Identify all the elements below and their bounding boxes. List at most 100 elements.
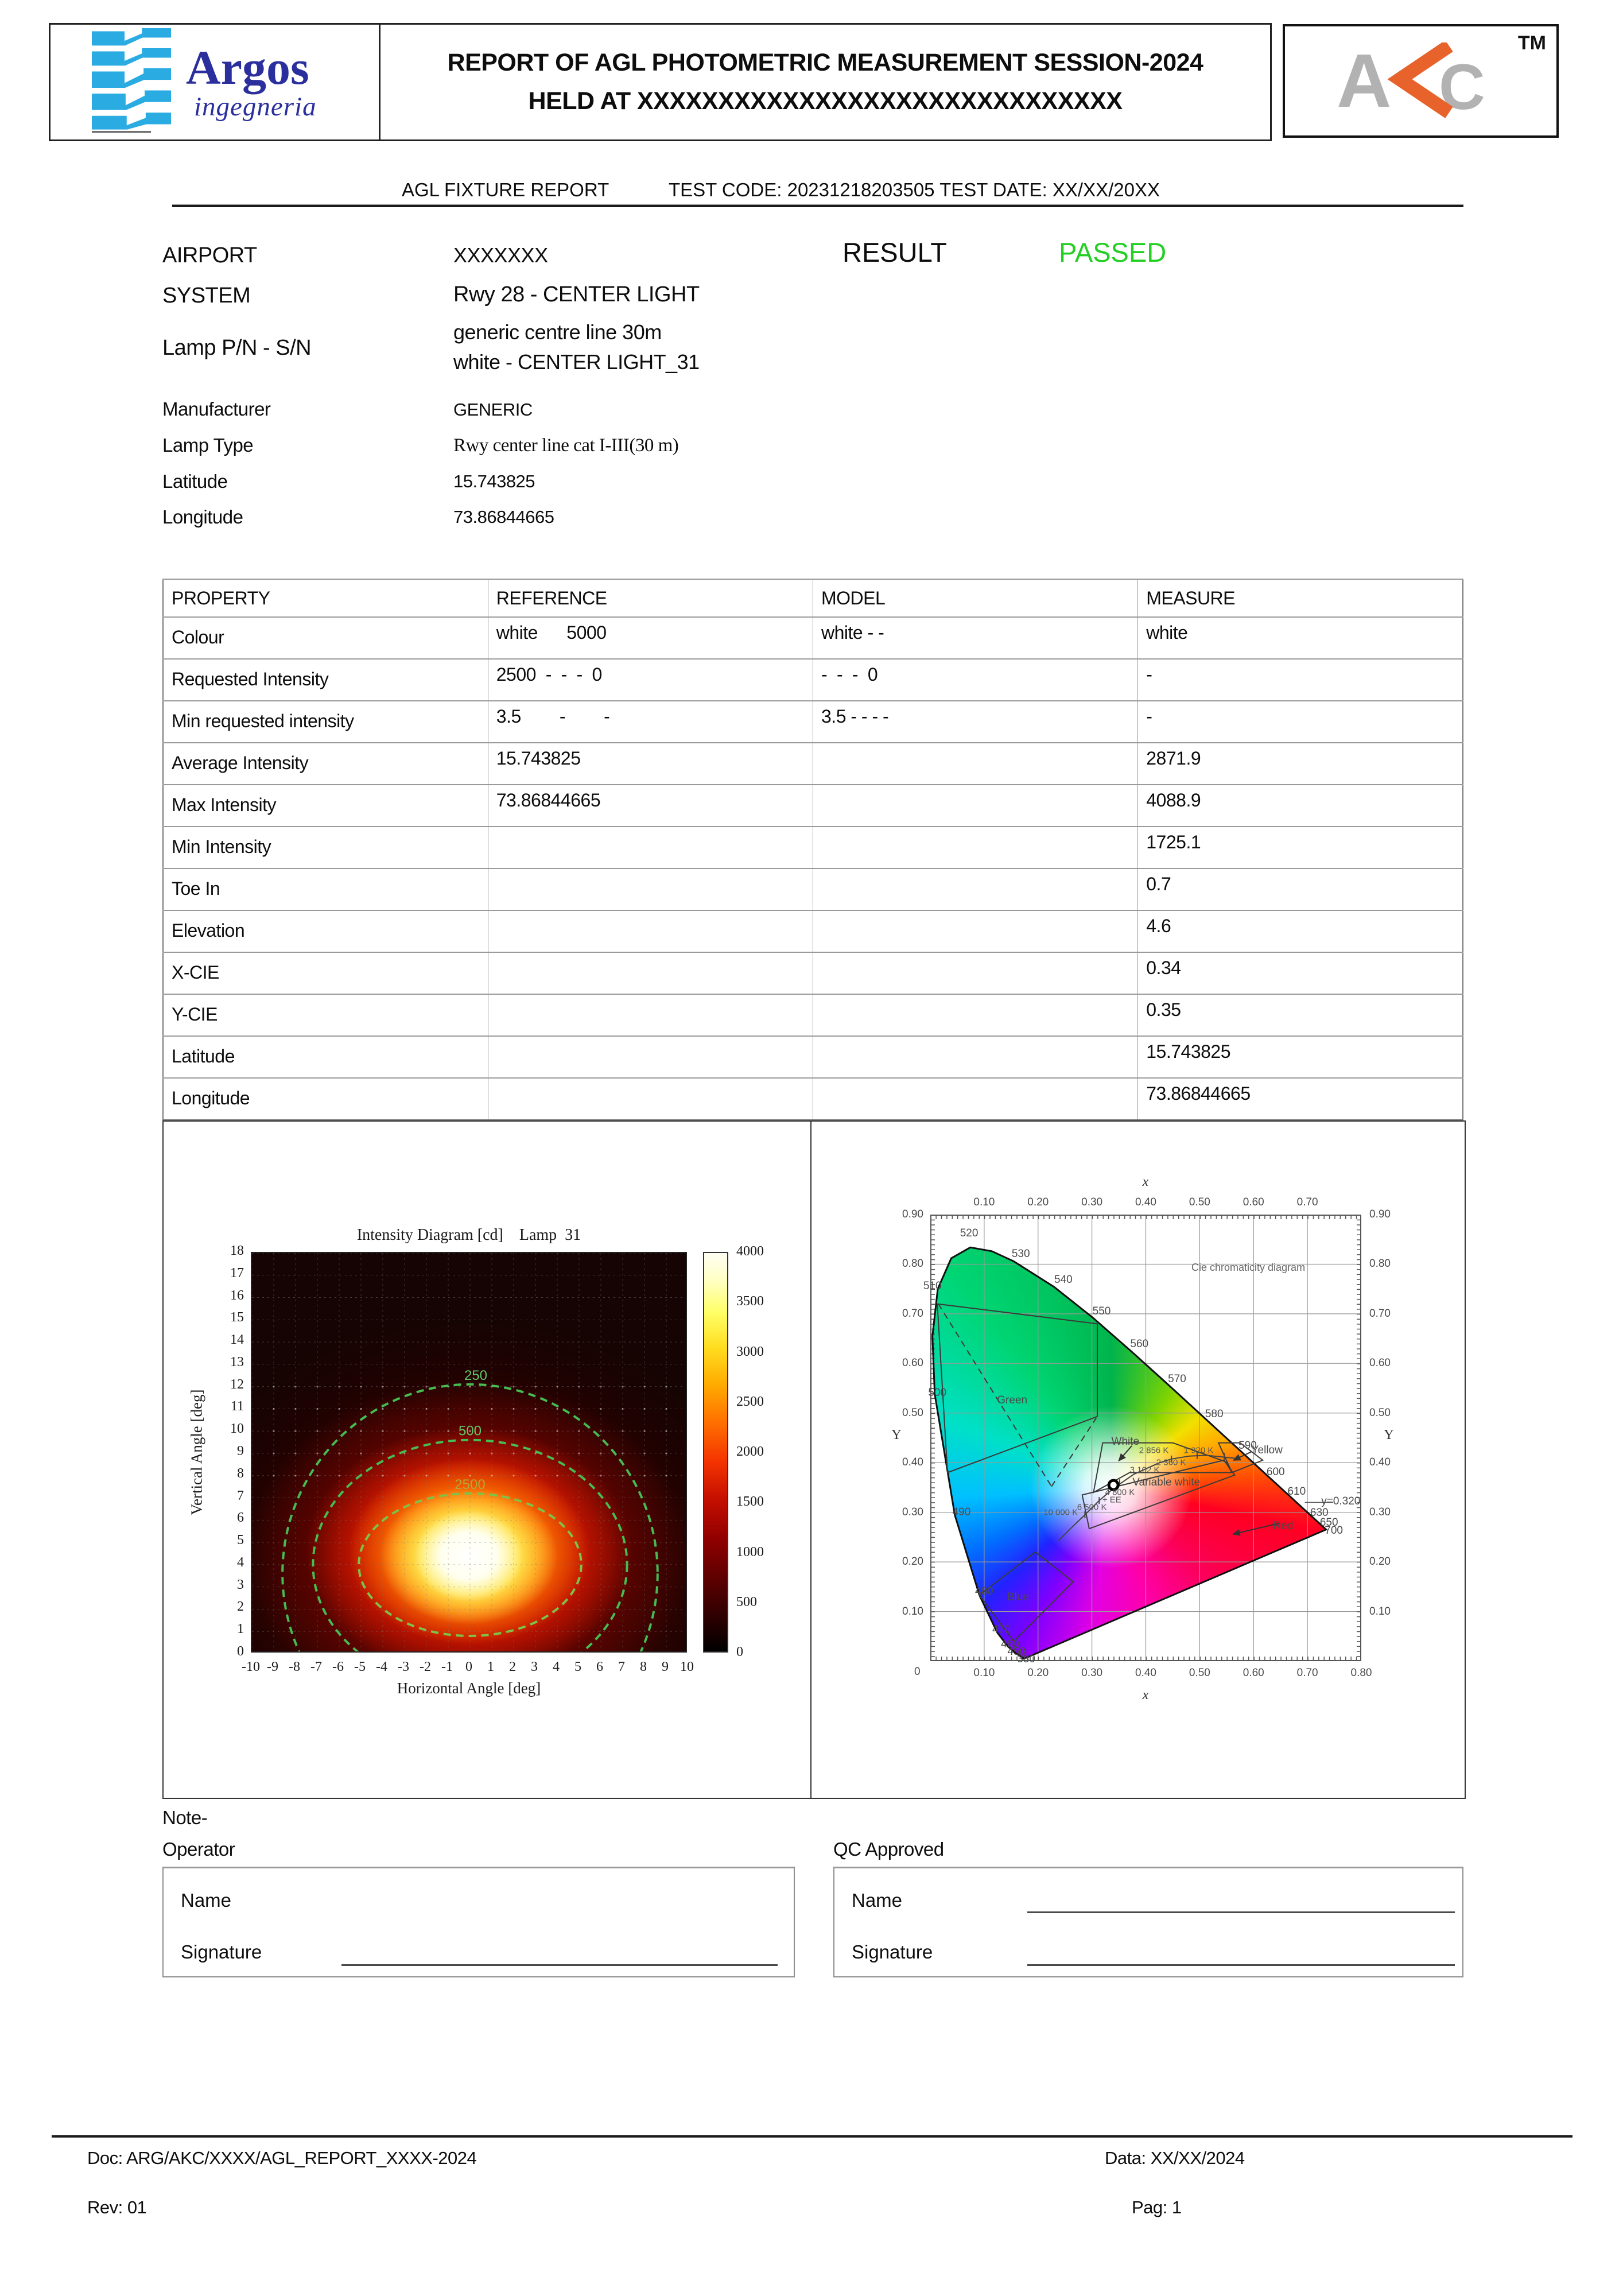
x-tick-label: -6 (332, 1659, 344, 1674)
table-row: Max Intensity 73.86844665 4088.9 (162, 784, 1463, 827)
x-tick-label: -8 (289, 1659, 300, 1674)
lamp-pn-label: Lamp P/N - S/N (162, 336, 312, 360)
system-value: Rwy 28 - CENTER LIGHT (453, 282, 700, 307)
table-cell-value (487, 1077, 813, 1120)
report-title-line2: HELD AT XXXXXXXXXXXXXXXXXXXXXXXXXXXXXX (528, 87, 1123, 115)
svg-text:2500: 2500 (455, 1477, 485, 1492)
x-tick-label: 8 (640, 1659, 647, 1674)
table-row: Toe In 0.7 (162, 868, 1463, 910)
table-cell-value: 3.5 - - (487, 700, 813, 743)
x-tick-label: 6 (596, 1659, 603, 1674)
y-tick-label: 2 (237, 1599, 244, 1615)
table-cell-value: white (1137, 616, 1463, 659)
temp-label: 3 102 K (1129, 1465, 1160, 1475)
table-cell-label: Colour (162, 616, 488, 659)
table-cell-value: white - - (812, 616, 1138, 659)
property-table-body: Colour white 5000 white - - white Requested … (162, 616, 1463, 1120)
y-tick-label: 10 (230, 1421, 244, 1437)
operator-box (162, 1867, 795, 1977)
footer-rev: Rev: 01 (87, 2197, 147, 2217)
fixture-report-label: AGL FIXTURE REPORT (402, 179, 609, 200)
table-cell-value (812, 826, 1138, 868)
y-tick-label: 18 (230, 1243, 244, 1258)
table-cell-value: 2500 - - - 0 (487, 658, 813, 701)
table-row: Elevation 4.6 (162, 910, 1463, 952)
wavelength-label: 700 (1325, 1524, 1343, 1537)
table-cell-value: 2871.9 (1137, 742, 1463, 785)
intensity-diagram-panel: Intensity Diagram [cd] Lamp 31 250 500 250… (164, 1122, 810, 1798)
table-cell-value: 4088.9 (1137, 784, 1463, 827)
cie-x-tick-bottom: 0.70 (1296, 1667, 1318, 1679)
intensity-colorbar (703, 1252, 728, 1653)
table-cell-value: white 5000 (487, 616, 813, 659)
figures-box: Intensity Diagram [cd] Lamp 31 250 500 250… (162, 1120, 1466, 1799)
wavelength-label: 570 (1168, 1372, 1186, 1385)
colorbar-tick-label: 500 (736, 1594, 757, 1609)
qc-approved-label: QC Approved (833, 1839, 944, 1860)
lamp-pn-value-line1: generic centre line 30m (453, 320, 662, 344)
colorbar-tick-label: 3000 (736, 1344, 764, 1359)
table-cell-value (487, 868, 813, 910)
table-cell-value (812, 1035, 1138, 1078)
table-cell-value (487, 1035, 813, 1078)
qc-signature-line (1027, 1964, 1455, 1966)
argos-waves-icon (92, 27, 171, 138)
y-tick-label: 3 (237, 1577, 244, 1592)
wavelength-label: 550 (1092, 1305, 1111, 1317)
operator-signature-label: Signature (181, 1941, 262, 1963)
col-header-model: MODEL (812, 579, 1138, 617)
y-tick-label: 5 (237, 1533, 244, 1548)
report-title: REPORT OF AGL PHOTOMETRIC MEASUREMENT SE… (380, 25, 1270, 139)
intensity-heatmap: 250 500 2500 (251, 1252, 687, 1653)
x-tick-label: 9 (662, 1659, 669, 1674)
svg-text:500: 500 (459, 1424, 482, 1439)
region-label: Blue (1007, 1591, 1030, 1604)
argos-name: Argos (186, 41, 309, 95)
wavelength-label: 510 (923, 1280, 942, 1293)
footer-divider (52, 2135, 1572, 2138)
longitude-value: 73.86844665 (453, 507, 554, 527)
cie-y-tick-left: 0.70 (902, 1307, 923, 1320)
cie-ylabel-left: Y (891, 1428, 902, 1442)
x-tick-label: -10 (242, 1659, 260, 1674)
wavelength-label: 600 (1266, 1465, 1285, 1478)
table-cell-label: Longitude (162, 1077, 488, 1120)
wavelength-label: 470 (992, 1624, 1011, 1636)
wavelength-label: 480 (975, 1585, 993, 1597)
table-cell-value: 0.7 (1137, 868, 1463, 910)
y-tick-label: 1 (237, 1622, 244, 1637)
cie-x-tick-bottom: 0.60 (1243, 1667, 1264, 1679)
table-cell-value (812, 1077, 1138, 1120)
cie-y-tick-right: 0.50 (1369, 1406, 1391, 1419)
table-cell-value: - (1137, 658, 1463, 701)
airport-label: AIRPORT (162, 243, 257, 267)
temp-label: 2 360 K (1156, 1457, 1186, 1468)
wavelength-label: 560 (1130, 1338, 1149, 1351)
table-cell-value: 0.35 (1137, 994, 1463, 1036)
col-header-measure: MEASURE (1137, 579, 1463, 617)
cie-y-tick-right: 0.30 (1369, 1506, 1391, 1518)
table-cell-label: Elevation (162, 910, 488, 952)
table-cell-value: 1725.1 (1137, 826, 1463, 868)
airport-value: XXXXXXX (453, 243, 548, 267)
intensity-title: Intensity Diagram [cd] Lamp 31 (356, 1226, 581, 1244)
table-row: Min requested intensity 3.5 - -3.5 - - - … (162, 700, 1463, 743)
cie-y-tick-right: 0.10 (1369, 1605, 1391, 1618)
x-tick-label: -5 (354, 1659, 366, 1674)
wavelength-label: 590 (1238, 1439, 1257, 1452)
result-value: PASSED (1059, 237, 1167, 267)
cie-y-tick-left: 0.90 (902, 1208, 923, 1220)
table-cell-value (487, 826, 813, 868)
cie-y-tick-right: 0.70 (1369, 1307, 1391, 1320)
cie-x-tick-bottom: 0.30 (1081, 1667, 1103, 1679)
cie-title: Cie chromaticity diagram (1191, 1262, 1306, 1273)
cie-y-tick-left: 0.50 (902, 1406, 923, 1419)
table-cell-value (487, 952, 813, 994)
wavelength-label: 540 (1054, 1274, 1073, 1286)
region-label: y=0.320 (1321, 1495, 1361, 1507)
temp-label: 6 500 K (1077, 1502, 1107, 1512)
cie-x-tick-bottom: 0.80 (1350, 1667, 1372, 1679)
table-cell-label: Min requested intensity (162, 700, 488, 743)
temp-label: 1 920 K (1183, 1445, 1214, 1456)
region-label: Variable white (1132, 1476, 1201, 1488)
